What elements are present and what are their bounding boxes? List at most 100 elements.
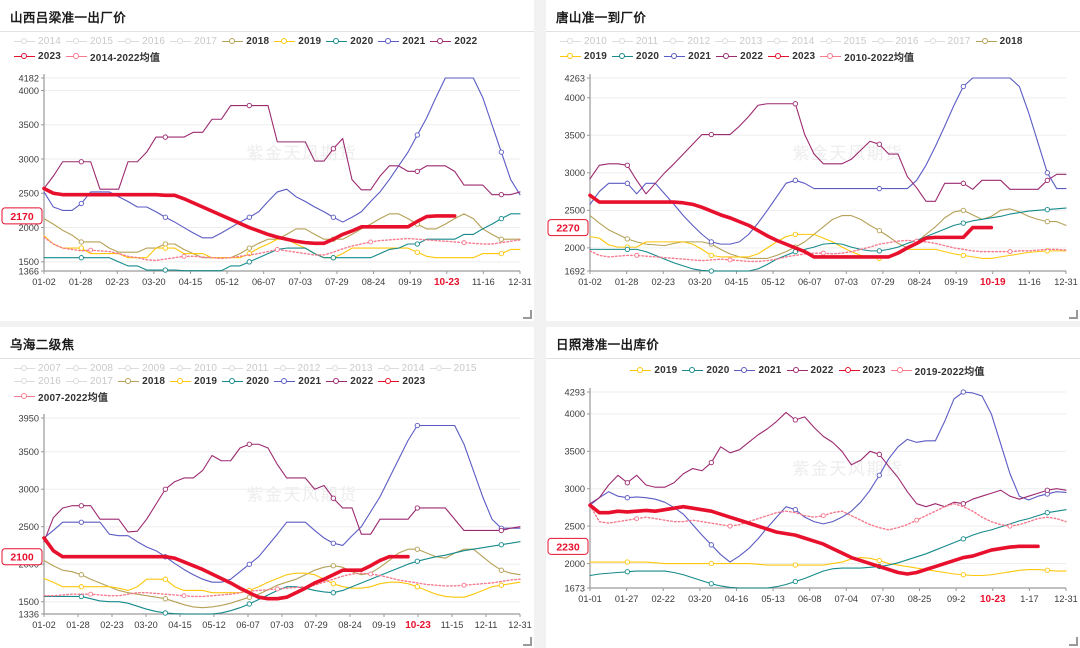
legend-item-2018[interactable]: 2018 (975, 36, 1023, 47)
series-marker (78, 255, 84, 261)
legend-item-2008[interactable]: 2008 (66, 363, 113, 374)
legend-item-2019[interactable]: 2019 (560, 51, 607, 62)
legend-item-2014[interactable]: 2014 (767, 36, 814, 47)
legend-item-2021[interactable]: 2021 (734, 365, 781, 376)
x-axis-tick-label: 09-2 (947, 594, 965, 604)
y-axis-tick-label: 1366 (19, 266, 39, 276)
x-axis-tick-label: 02-23 (651, 277, 675, 287)
legend-item-2015[interactable]: 2015 (66, 36, 113, 47)
legend-item-2019[interactable]: 2019 (170, 376, 217, 387)
legend-item-2023[interactable]: 2023 (378, 376, 425, 387)
legend-marker-icon (377, 363, 399, 374)
legend-label: 2015 (453, 363, 477, 374)
legend-item-2014[interactable]: 2014 (377, 363, 425, 374)
legend-item-2023[interactable]: 2023 (14, 51, 61, 62)
legend-item-2007-2022均值[interactable]: 2007-2022均值 (14, 389, 108, 404)
legend-label: 2019 (298, 36, 322, 47)
legend-item-2020[interactable]: 2020 (612, 51, 659, 62)
series-marker (414, 241, 420, 247)
legend-item-2023[interactable]: 2023 (838, 365, 886, 376)
legend-item-2016[interactable]: 2016 (14, 376, 61, 387)
legend-item-2012[interactable]: 2012 (273, 363, 321, 374)
series-marker (708, 581, 714, 587)
y-axis-tick-label: 2000 (19, 223, 39, 233)
legend-item-2017[interactable]: 2017 (923, 36, 971, 47)
legend-label: 2011 (636, 36, 659, 47)
series-marker (876, 227, 882, 234)
legend-label: 2014 (791, 36, 815, 47)
legend-item-2010-2022均值[interactable]: 2010-2022均值 (820, 49, 914, 64)
legend-item-2020[interactable]: 2020 (326, 36, 373, 47)
legend-item-2012[interactable]: 2012 (663, 36, 710, 47)
legend-item-2015[interactable]: 2015 (429, 363, 477, 374)
legend-marker-icon (378, 376, 400, 387)
legend-item-2011[interactable]: 2011 (222, 363, 268, 374)
series-marker (330, 146, 336, 152)
legend-item-2022[interactable]: 2022 (326, 376, 373, 387)
legend-marker-icon (378, 36, 400, 47)
series-marker (876, 557, 882, 564)
legend-item-2013[interactable]: 2013 (325, 363, 373, 374)
resize-handle-icon[interactable] (523, 310, 532, 319)
series-marker (246, 594, 252, 600)
series-marker (330, 540, 336, 546)
chart-panel-tangshan: 唐山准一到厂价 2010 2011 2012 2013 2014 2015 2016 2017… (546, 0, 1080, 321)
legend-item-2019-2022均值[interactable]: 2019-2022均值 (890, 363, 985, 378)
legend-item-2018[interactable]: 2018 (222, 36, 269, 47)
legend-label: 2023 (792, 51, 816, 62)
legend-item-2020[interactable]: 2020 (222, 376, 269, 387)
series-marker (727, 523, 733, 529)
legend-item-2019[interactable]: 2019 (274, 36, 321, 47)
resize-handle-icon[interactable] (1069, 310, 1078, 319)
x-axis-tick-label: 04-15 (725, 277, 749, 287)
legend-item-2020[interactable]: 2020 (682, 365, 729, 376)
series-marker (1044, 510, 1050, 516)
x-axis-tick-label: 07-30 (871, 594, 895, 604)
y-axis-tick-label: 4000 (565, 409, 585, 419)
resize-handle-icon[interactable] (523, 637, 532, 646)
legend-label: 2020 (636, 51, 660, 62)
x-axis-tick-label: 08-24 (908, 277, 932, 287)
legend-item-2013[interactable]: 2013 (715, 36, 762, 47)
legend-item-2021[interactable]: 2021 (274, 376, 321, 387)
y-axis-tick-label: 1500 (19, 257, 39, 267)
series-marker (181, 253, 187, 259)
chart-panel-shanxi-lvliang: 山西吕梁准一出厂价 2014 2015 2016 2017 2018 2019 2020 20… (0, 0, 534, 321)
series-marker (624, 495, 630, 501)
series-marker (1044, 170, 1050, 176)
current-value-badge: 2270 (547, 219, 589, 237)
legend-item-2021[interactable]: 2021 (664, 51, 711, 62)
legend-item-2010[interactable]: 2010 (170, 363, 217, 374)
legend-item-2014[interactable]: 2014 (14, 36, 61, 47)
legend-item-2015[interactable]: 2015 (819, 36, 867, 47)
legend-item-2021[interactable]: 2021 (378, 36, 425, 47)
legend-item-2007[interactable]: 2007 (14, 363, 61, 374)
page-title: 山西吕梁准一出厂价 (10, 11, 127, 25)
legend-item-2023[interactable]: 2023 (768, 51, 815, 62)
legend-item-2010[interactable]: 2010 (560, 36, 607, 47)
legend-item-2017[interactable]: 2017 (170, 36, 217, 47)
y-axis-tick-label: 3000 (19, 485, 39, 495)
legend-marker-icon (170, 376, 192, 387)
legend-item-2022[interactable]: 2022 (786, 365, 834, 376)
legend-item-2022[interactable]: 2022 (430, 36, 477, 47)
page-title: 唐山准一到厂价 (556, 11, 647, 25)
legend-item-2016[interactable]: 2016 (118, 36, 165, 47)
x-axis-tick-label: 09-19 (372, 620, 396, 630)
legend-item-2017[interactable]: 2017 (66, 376, 113, 387)
series-marker (498, 527, 504, 534)
legend-item-2016[interactable]: 2016 (871, 36, 919, 47)
legend-marker-icon (560, 51, 581, 62)
legend-item-2011[interactable]: 2011 (612, 36, 658, 47)
legend-item-2018[interactable]: 2018 (118, 376, 165, 387)
resize-handle-icon[interactable] (1069, 637, 1078, 646)
x-axis-tick-label: 02-22 (651, 594, 675, 604)
current-value-badge: 2100 (1, 548, 43, 566)
legend-label: 2012 (687, 36, 711, 47)
legend-item-2022[interactable]: 2022 (716, 51, 763, 62)
series-marker (498, 567, 504, 573)
legend-item-2019[interactable]: 2019 (630, 365, 677, 376)
legend-item-2009[interactable]: 2009 (118, 363, 165, 374)
legend-item-2014-2022均值[interactable]: 2014-2022均值 (66, 49, 160, 64)
legend-marker-icon (663, 36, 685, 47)
